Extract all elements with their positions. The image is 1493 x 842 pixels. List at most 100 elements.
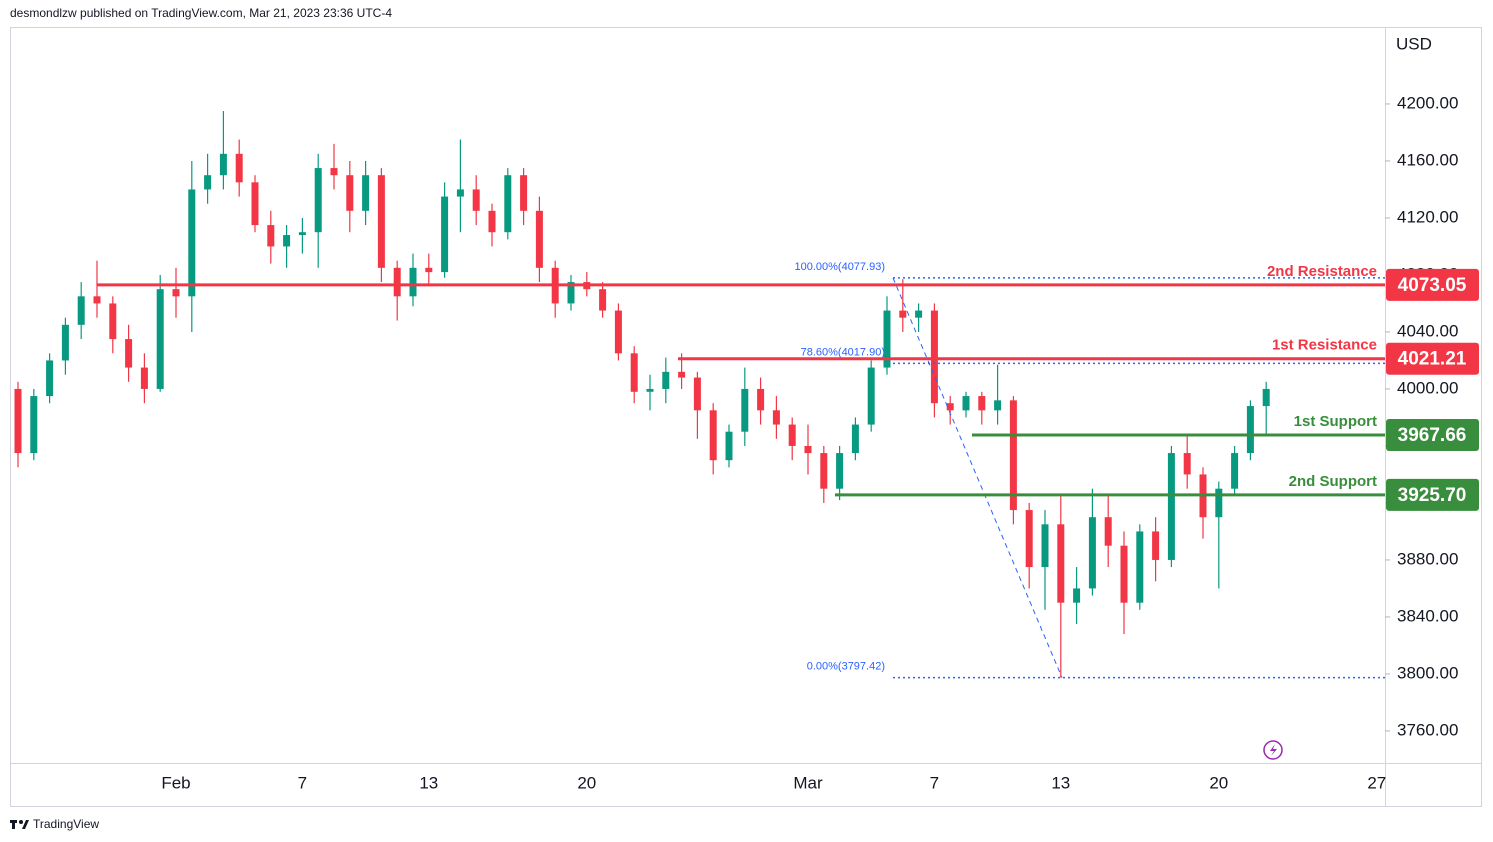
candle-body (30, 396, 38, 454)
candle-body (346, 175, 354, 211)
candle-body (946, 403, 954, 411)
candle-body (472, 189, 480, 211)
fib-label: 100.00%(4077.93) (794, 261, 885, 273)
logo (10, 820, 29, 829)
candle-body (46, 360, 54, 397)
level-name: 2nd Resistance (1267, 263, 1377, 280)
candle-body (646, 388, 654, 392)
candle-body (804, 445, 812, 454)
level-badge (1386, 419, 1479, 452)
candle-body (314, 168, 322, 233)
candle-body (283, 235, 291, 247)
y-tick-label: 4160.00 (1397, 150, 1458, 169)
candle-body (1120, 545, 1128, 603)
candle-body (520, 175, 528, 211)
candle-body (1152, 531, 1160, 560)
frame (10, 27, 1482, 807)
candle-body (1246, 406, 1254, 454)
candle-body (535, 210, 543, 268)
candle-body (109, 303, 117, 340)
candle-body (567, 282, 575, 304)
candle-body (962, 396, 970, 411)
candle-body (836, 453, 844, 489)
candle-body (725, 431, 733, 461)
candle-body (125, 339, 133, 368)
x-tick-label: 20 (577, 773, 596, 792)
candle-body (330, 168, 338, 176)
candle-body (235, 153, 243, 183)
candle-body (1025, 510, 1033, 568)
candle-body (456, 189, 464, 197)
x-tick-label: 27 (1367, 773, 1386, 792)
x-tick-label: 7 (298, 773, 307, 792)
y-tick-label: 3880.00 (1397, 549, 1458, 568)
currency-label: USD (1396, 34, 1432, 53)
candle-body (757, 388, 765, 411)
candle-body (61, 324, 69, 361)
y-tick-label: 3800.00 (1397, 663, 1458, 682)
footer-text: TradingView (33, 817, 99, 831)
level-name: 1st Support (1294, 413, 1377, 430)
fib-label: 0.00%(3797.42) (807, 661, 885, 673)
level-badge (1386, 478, 1479, 511)
candle-body (899, 310, 907, 318)
candle-body (441, 196, 449, 273)
candle-body (488, 210, 496, 233)
candle-body (188, 189, 196, 297)
candle-body (251, 182, 259, 226)
x-tick-label: 13 (1051, 773, 1070, 792)
candle-body (678, 371, 686, 378)
candle-body (93, 296, 101, 304)
y-tick-label: 3840.00 (1397, 606, 1458, 625)
candle-body (425, 267, 433, 273)
candle-body (788, 424, 796, 446)
candle-body (156, 289, 164, 389)
x-tick-label: 20 (1209, 773, 1228, 792)
candle-body (820, 453, 828, 489)
fib-trend-line (892, 277, 1063, 678)
x-tick-label: 7 (930, 773, 939, 792)
x-tick-label: Mar (793, 773, 823, 792)
level-value: 4073.05 (1398, 275, 1467, 296)
header-text: desmondlzw published on TradingView.com,… (10, 6, 392, 20)
candle-body (504, 175, 512, 233)
alert-icon (1263, 740, 1283, 760)
candle-body (409, 267, 417, 297)
candle-body (741, 388, 749, 432)
candle-body (614, 310, 622, 354)
candle-body (1231, 453, 1239, 489)
candle-body (140, 367, 148, 389)
candle-body (362, 175, 370, 211)
y-tick-label: 4120.00 (1397, 207, 1458, 226)
candle-body (267, 225, 275, 247)
x-tick-label: Feb (161, 773, 190, 792)
candle-body (978, 396, 986, 411)
candle-body (1262, 388, 1270, 407)
candle-body (915, 310, 923, 318)
candle-body (772, 410, 780, 425)
candle-body (1104, 517, 1112, 546)
candle-body (1073, 588, 1081, 603)
candle-body (709, 410, 717, 461)
x-tick-label: 13 (419, 773, 438, 792)
candle-body (298, 232, 306, 236)
candle-body (994, 400, 1002, 411)
candle-body (599, 289, 607, 311)
candle-body (1215, 488, 1223, 518)
candle-body (1088, 517, 1096, 589)
candle-body (219, 153, 227, 176)
level-value: 3925.70 (1398, 485, 1467, 506)
candle-body (662, 371, 670, 389)
y-tick-label: 4200.00 (1397, 93, 1458, 112)
candle-body (204, 175, 212, 190)
level-badge (1386, 342, 1479, 375)
candle-body (693, 377, 701, 411)
level-value: 4021.21 (1398, 349, 1467, 370)
candle-body (1136, 531, 1144, 603)
level-value: 3967.66 (1398, 425, 1467, 446)
candle-body (172, 289, 180, 297)
candle-body (1183, 453, 1191, 475)
candle-body (77, 296, 85, 325)
